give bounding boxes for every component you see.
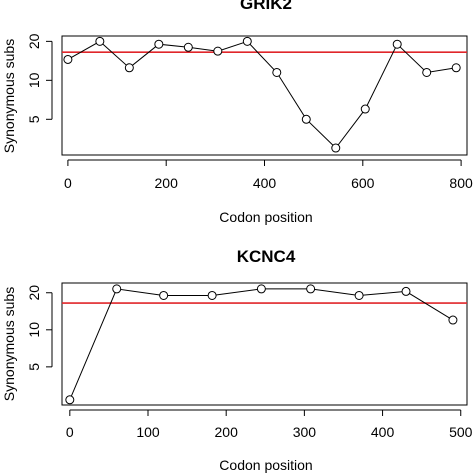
y-tick-label: 5 xyxy=(26,115,42,123)
chart-panel-kcnc4: KCNC4 5 10 20 0 100 200 300 400 500 Codon posit… xyxy=(1,247,473,473)
data-point xyxy=(256,284,266,294)
chart-panel-grik2: GRIK2 5 10 20 0 200 400 600 800 Codon position… xyxy=(1,0,473,225)
x-axis: 0 200 400 600 800 xyxy=(64,159,473,191)
x-axis-label: Codon position xyxy=(219,209,312,225)
x-tick-label: 500 xyxy=(449,424,473,440)
data-point xyxy=(422,67,432,77)
chart-title: GRIK2 xyxy=(240,0,292,13)
series-line xyxy=(67,40,457,149)
y-axis-label: Synonymous subs xyxy=(1,287,17,401)
x-tick-label: 400 xyxy=(253,175,277,191)
data-point xyxy=(448,315,458,325)
x-tick-label: 0 xyxy=(64,175,72,191)
data-point xyxy=(159,290,169,300)
plot-marks xyxy=(62,284,467,405)
y-axis: 5 10 20 xyxy=(26,285,53,371)
data-point xyxy=(63,54,73,64)
data-point xyxy=(207,290,217,300)
data-point xyxy=(354,290,364,300)
x-axis-label: Codon position xyxy=(219,457,312,473)
y-tick-label: 10 xyxy=(26,72,42,88)
y-axis: 5 10 20 xyxy=(26,33,53,123)
data-point xyxy=(242,36,252,46)
data-point xyxy=(124,63,134,73)
chart-title: KCNC4 xyxy=(237,247,296,266)
y-axis-label: Synonymous subs xyxy=(1,39,17,153)
data-point xyxy=(301,114,311,124)
plot-marks xyxy=(62,36,467,153)
data-point xyxy=(95,36,105,46)
data-point xyxy=(360,104,370,114)
data-point xyxy=(331,143,341,153)
data-point xyxy=(272,67,282,77)
data-point xyxy=(306,284,316,294)
data-point xyxy=(392,39,402,49)
x-tick-label: 300 xyxy=(293,424,317,440)
x-tick-label: 800 xyxy=(449,175,473,191)
y-tick-label: 20 xyxy=(26,285,42,301)
y-tick-label: 10 xyxy=(26,322,42,338)
y-tick-label: 20 xyxy=(26,33,42,49)
data-point xyxy=(154,39,164,49)
data-point xyxy=(65,395,75,405)
plot-frame xyxy=(61,35,468,156)
x-tick-label: 0 xyxy=(66,424,74,440)
plot-frame xyxy=(61,282,468,406)
y-tick-label: 5 xyxy=(26,363,42,371)
series-line xyxy=(69,288,454,400)
data-point xyxy=(451,63,461,73)
x-tick-label: 200 xyxy=(215,424,239,440)
x-tick-label: 400 xyxy=(371,424,395,440)
x-tick-label: 600 xyxy=(351,175,375,191)
x-tick-label: 200 xyxy=(155,175,179,191)
data-point xyxy=(183,42,193,52)
data-point xyxy=(112,284,122,294)
data-point xyxy=(401,286,411,296)
x-axis: 0 100 200 300 400 500 xyxy=(66,409,473,440)
data-point xyxy=(213,46,223,56)
x-tick-label: 100 xyxy=(136,424,160,440)
